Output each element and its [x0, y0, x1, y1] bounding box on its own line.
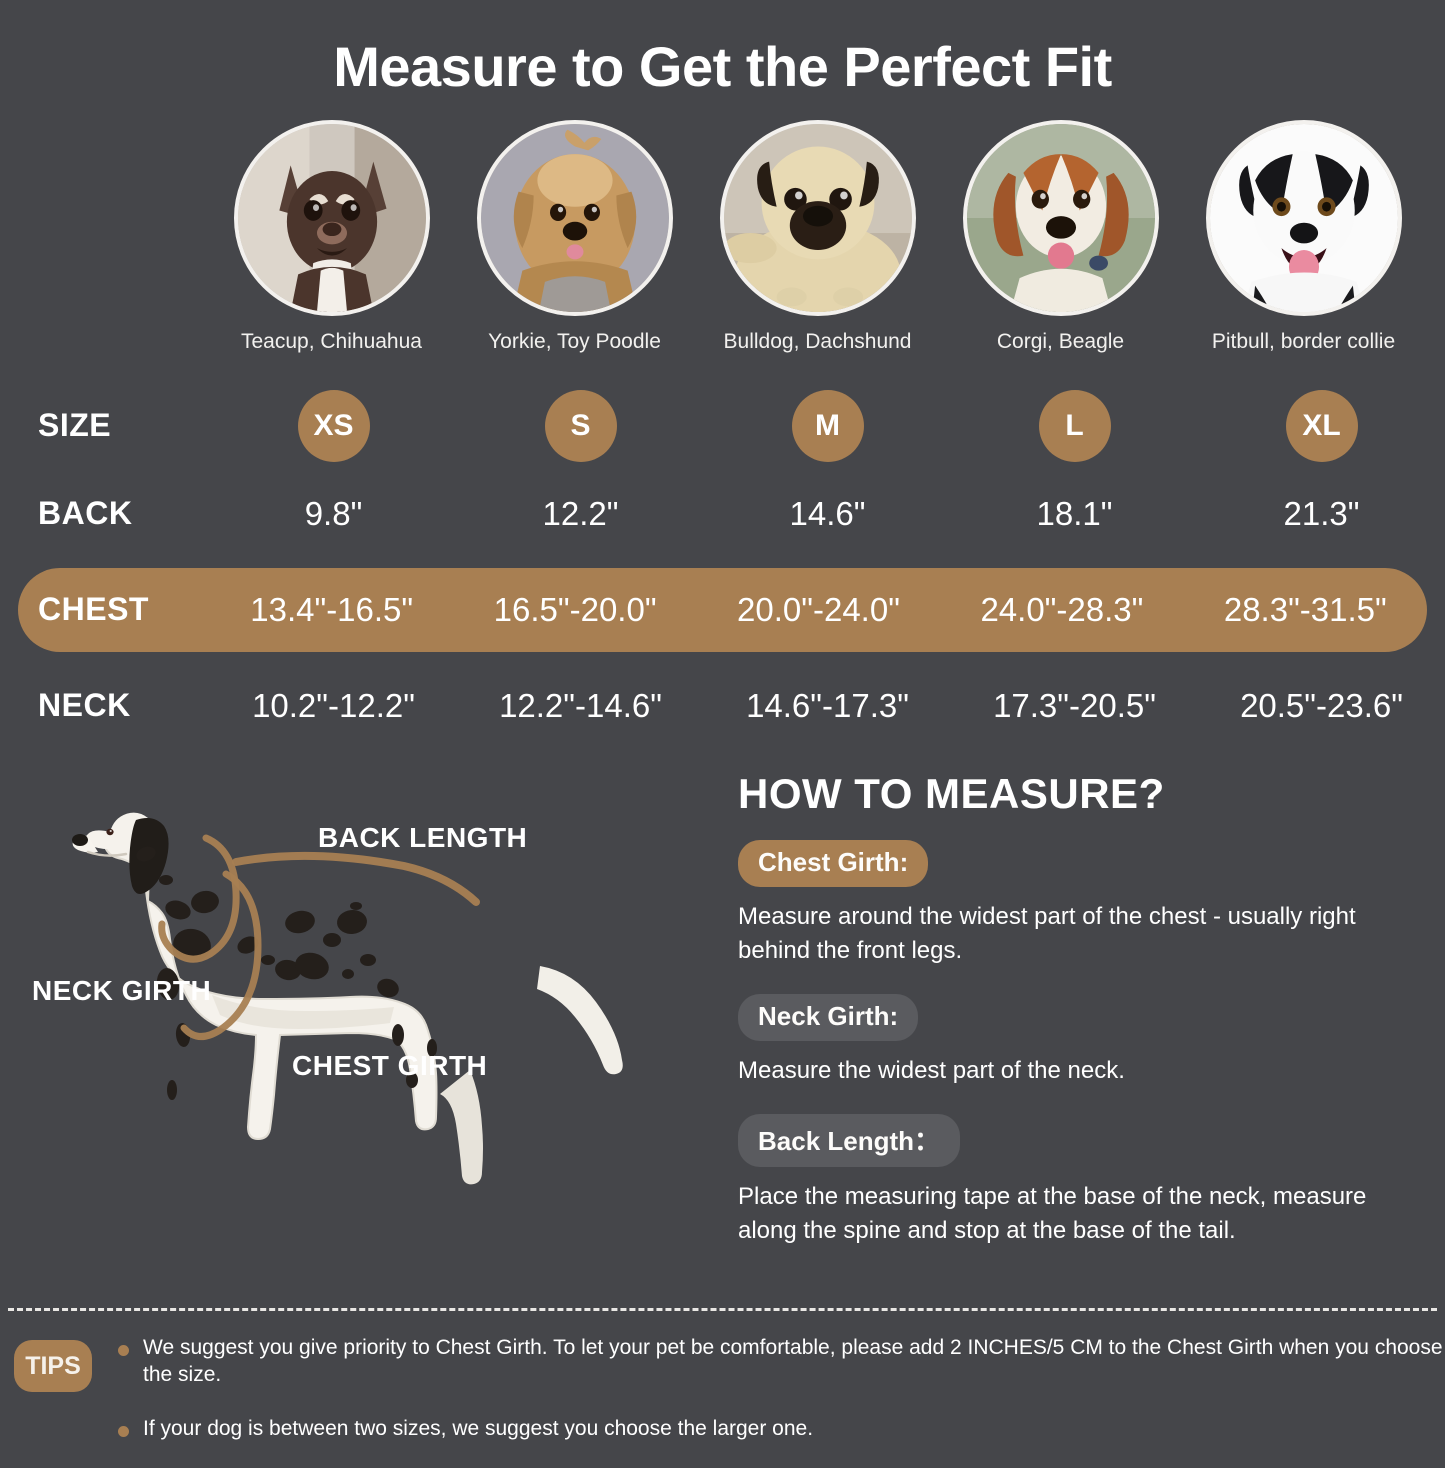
diagram-label-chest-girth: CHEST GIRTH	[292, 1049, 488, 1081]
size-badge-m: M	[791, 389, 864, 462]
back-row: BACK 9.8" 12.2" 14.6" 18.1" 21.3"	[0, 474, 1445, 554]
beagle-photo	[962, 119, 1159, 316]
breed-label: Bulldog, Dachshund	[723, 329, 912, 353]
size-badge-xl: XL	[1285, 389, 1358, 462]
howto-item-neck-girth: Neck Girth: Measure the widest part of t…	[738, 993, 1415, 1088]
neck-value-s: 12.2"-14.6"	[499, 686, 662, 724]
neck-girth-pill: Neck Girth:	[738, 993, 919, 1041]
diagram-label-back-length: BACK LENGTH	[318, 821, 528, 853]
neck-row: NECK 10.2"-12.2" 12.2"-14.6" 14.6"-17.3"…	[0, 660, 1445, 752]
breed-label: Pitbull, border collie	[1211, 329, 1396, 353]
row-header-chest: CHEST	[38, 591, 149, 628]
back-length-description: Place the measuring tape at the base of …	[738, 1182, 1367, 1244]
chest-value-xs: 13.4"-16.5"	[250, 590, 414, 628]
dashed-divider	[8, 1308, 1437, 1311]
back-value-m: 14.6"	[789, 494, 866, 532]
measurement-diagram: BACK LENGTH NECK GIRTH CHEST GIRTH	[0, 770, 720, 1210]
border-collie-photo	[1205, 119, 1402, 316]
how-to-measure-title: HOW TO MEASURE?	[738, 769, 1165, 817]
chest-value-s: 16.5"-20.0"	[493, 590, 657, 628]
dalmatian-illustration	[72, 812, 623, 1184]
yorkie-photo	[476, 119, 673, 316]
breed-cell-m: Bulldog, Dachshund	[696, 119, 939, 354]
chest-girth-pill: Chest Girth:	[738, 839, 929, 887]
size-cell-xs: XS	[210, 389, 457, 462]
page-title: Measure to Get the Perfect Fit	[333, 35, 1112, 98]
breed-label: Corgi, Beagle	[996, 329, 1125, 353]
tip-item: If your dog is between two sizes, we sug…	[118, 1415, 1445, 1442]
breed-label: Teacup, Chihuahua	[241, 329, 422, 353]
row-header-neck: NECK	[38, 687, 131, 724]
neck-value-m: 14.6"-17.3"	[746, 686, 909, 724]
tip-text: We suggest you give priority to Chest Gi…	[143, 1336, 1443, 1387]
size-cell-m: M	[704, 389, 951, 462]
size-badge-s: S	[544, 389, 617, 462]
neck-girth-description: Measure the widest part of the neck.	[738, 1056, 1125, 1084]
chest-value-xl: 28.3"-31.5"	[1223, 590, 1387, 628]
bullet-icon	[118, 1425, 129, 1437]
chest-value-m: 20.0"-24.0"	[737, 590, 900, 628]
tip-text: If your dog is between two sizes, we sug…	[143, 1416, 814, 1440]
back-value-xl: 21.3"	[1283, 494, 1360, 532]
chest-value-l: 24.0"-28.3"	[980, 590, 1144, 628]
tips-badge: TIPS	[14, 1340, 92, 1392]
back-value-s: 12.2"	[542, 494, 619, 532]
tips-list: We suggest you give priority to Chest Gi…	[118, 1334, 1445, 1468]
size-badge-xs: XS	[297, 389, 370, 462]
breed-photo-row: Teacup, Chihuahua	[0, 119, 1445, 354]
chest-row-highlight: CHEST 13.4"-16.5" 16.5"-20.0" 20.0"-24.0…	[18, 567, 1427, 652]
tips-section: TIPS We suggest you give priority to Che…	[0, 1334, 1445, 1468]
tip-item: We suggest you give priority to Chest Gi…	[118, 1334, 1445, 1389]
breed-cell-l: Corgi, Beagle	[939, 119, 1182, 354]
size-row: SIZE XS S M L XL	[0, 378, 1445, 474]
how-to-measure-section: HOW TO MEASURE? Chest Girth: Measure aro…	[720, 769, 1445, 1244]
neck-value-xl: 20.5"-23.6"	[1240, 686, 1403, 724]
neck-value-xs: 10.2"-12.2"	[252, 686, 415, 724]
howto-item-chest-girth: Chest Girth: Measure around the widest p…	[738, 839, 1415, 968]
row-header-size: SIZE	[38, 407, 112, 444]
breed-cell-s: Yorkie, Toy Poodle	[453, 119, 696, 354]
back-length-pill: Back Length：	[738, 1113, 961, 1167]
pug-photo	[719, 119, 916, 316]
back-value-xs: 9.8"	[304, 494, 363, 532]
size-cell-xl: XL	[1198, 389, 1445, 462]
diagram-label-neck-girth: NECK GIRTH	[32, 974, 212, 1006]
neck-value-l: 17.3"-20.5"	[993, 686, 1156, 724]
breed-label: Yorkie, Toy Poodle	[488, 329, 661, 353]
size-cell-l: L	[951, 389, 1198, 462]
chest-girth-description: Measure around the widest part of the ch…	[738, 902, 1356, 964]
chest-row: CHEST 13.4"-16.5" 16.5"-20.0" 20.0"-24.0…	[18, 568, 1427, 652]
size-badge-l: L	[1038, 389, 1111, 462]
lower-section: BACK LENGTH NECK GIRTH CHEST GIRTH HOW T…	[0, 769, 1445, 1244]
howto-item-back-length: Back Length： Place the measuring tape at…	[738, 1113, 1415, 1248]
back-value-l: 18.1"	[1036, 494, 1113, 532]
row-header-back: BACK	[38, 495, 133, 532]
chihuahua-photo	[233, 119, 430, 316]
breed-cell-xs: Teacup, Chihuahua	[210, 119, 453, 354]
size-cell-s: S	[457, 389, 704, 462]
breed-cell-xl: Pitbull, border collie	[1182, 119, 1425, 354]
bullet-icon	[118, 1345, 129, 1356]
